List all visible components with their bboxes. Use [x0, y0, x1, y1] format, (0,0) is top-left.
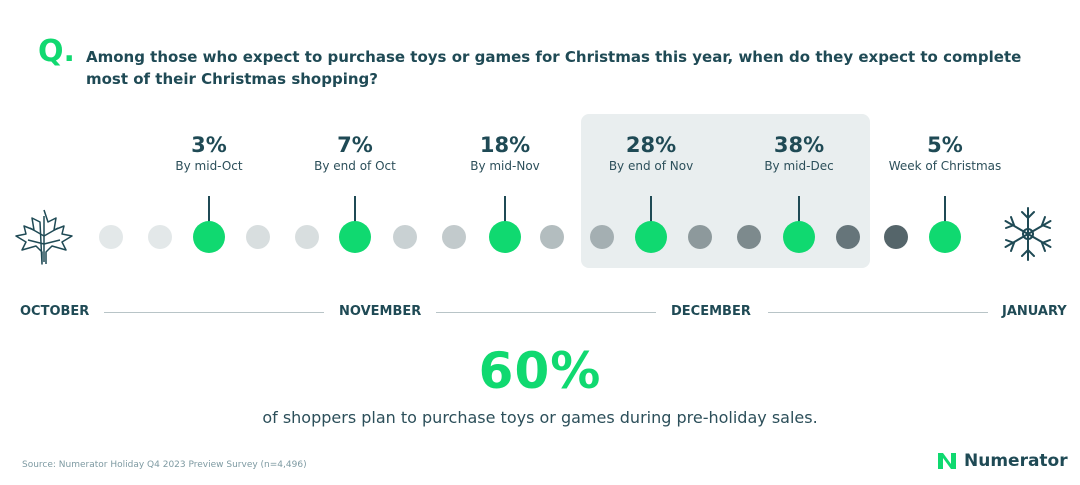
timeline-dot	[688, 225, 712, 249]
timeline-dot	[884, 225, 908, 249]
milestone-dot	[339, 221, 371, 253]
milestone-value: 38%	[773, 133, 825, 157]
timeline-dot	[295, 225, 319, 249]
timeline-dot	[737, 225, 761, 249]
question-marker: Q.	[38, 34, 75, 69]
milestone-value: 3%	[191, 133, 227, 157]
milestone-label: By mid-Nov	[470, 159, 540, 173]
timeline-dot	[590, 225, 614, 249]
milestone-label: Week of Christmas	[888, 159, 1002, 173]
summary-stat: 60%	[478, 342, 602, 400]
milestone-value: 7%	[337, 133, 373, 157]
milestone-dot	[635, 221, 667, 253]
timeline-dot	[836, 225, 860, 249]
question-text: Among those who expect to purchase toys …	[86, 48, 1022, 88]
milestone-label: By end of Nov	[608, 159, 694, 173]
milestone-label: By mid-Oct	[175, 159, 243, 173]
maple-leaf-icon	[15, 209, 73, 265]
brand-name: Numerator	[964, 451, 1068, 471]
timeline-dot	[442, 225, 466, 249]
month-rule	[436, 312, 656, 313]
milestone-2: 18% By mid-Nov	[430, 132, 580, 173]
month-label-october: OCTOBER	[20, 304, 90, 319]
milestone-5: 5% Week of Christmas	[870, 132, 1020, 173]
timeline-dot	[148, 225, 172, 249]
milestone-value: 18%	[479, 133, 531, 157]
timeline-dot	[246, 225, 270, 249]
milestone-label: By end of Oct	[314, 159, 396, 173]
month-label-december: DECEMBER	[671, 304, 751, 319]
timeline-dot	[99, 225, 123, 249]
milestone-stem	[944, 196, 946, 226]
milestone-label: By mid-Dec	[764, 159, 834, 173]
month-label-november: NOVEMBER	[339, 304, 422, 319]
milestone-stem	[650, 196, 652, 226]
milestone-stem	[354, 196, 356, 226]
highlight-region	[581, 114, 870, 268]
source-note: Source: Numerator Holiday Q4 2023 Previe…	[22, 460, 307, 470]
timeline-dot	[540, 225, 564, 249]
month-rule	[768, 312, 988, 313]
milestone-0: 3% By mid-Oct	[134, 132, 284, 173]
month-rule	[104, 312, 324, 313]
milestone-stem	[208, 196, 210, 226]
milestone-value: 28%	[625, 133, 677, 157]
milestone-dot	[489, 221, 521, 253]
snowflake-icon	[1004, 207, 1052, 261]
milestone-stem	[798, 196, 800, 226]
milestone-1: 7% By end of Oct	[280, 132, 430, 173]
timeline-dot	[393, 225, 417, 249]
milestone-value: 5%	[927, 133, 963, 157]
milestone-3: 28% By end of Nov	[576, 132, 726, 173]
brand-logo: Numerator	[936, 451, 1068, 471]
milestone-dot	[783, 221, 815, 253]
milestone-stem	[504, 196, 506, 226]
numerator-logo-icon	[938, 453, 956, 469]
milestone-dot	[193, 221, 225, 253]
milestone-dot	[929, 221, 961, 253]
month-label-january: JANUARY	[1002, 304, 1067, 319]
summary-text: of shoppers plan to purchase toys or gam…	[262, 408, 818, 427]
milestone-4: 38% By mid-Dec	[724, 132, 874, 173]
